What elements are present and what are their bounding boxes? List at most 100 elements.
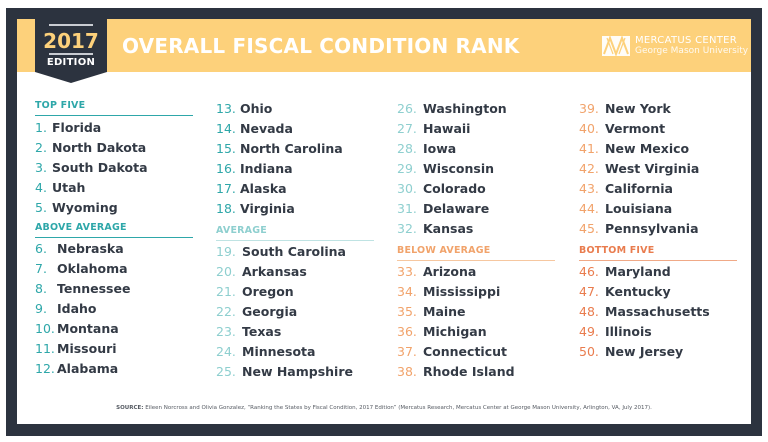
above-average-list: 6. Nebraska 7. Oklahoma 8. Tennessee 9. Idaho 10… — [35, 239, 193, 379]
rank-row: 3. South Dakota — [35, 158, 193, 178]
rank-row: 30. Colorado — [397, 179, 555, 199]
state-name: Wisconsin — [423, 161, 495, 176]
rank-row: 2. North Dakota — [35, 138, 193, 158]
rank-number: 43. — [579, 181, 599, 196]
rank-number: 45. — [579, 221, 599, 236]
rank-row: 13. Ohio — [216, 99, 374, 119]
edition-badge-tip — [35, 72, 107, 83]
state-name: Arizona — [423, 264, 477, 279]
state-name: Utah — [52, 180, 86, 195]
rank-row: 49. Illinois — [579, 322, 737, 342]
state-name: Washington — [423, 101, 507, 116]
rank-row: 1. Florida — [35, 118, 193, 138]
rank-row: 34. Mississippi — [397, 282, 555, 302]
rank-number: 1. — [35, 120, 47, 135]
state-name: Texas — [242, 324, 282, 339]
rank-number: 23. — [216, 324, 236, 339]
rank-number: 48. — [579, 304, 599, 319]
page-title: OVERALL FISCAL CONDITION RANK — [122, 34, 520, 58]
state-name: Vermont — [605, 121, 666, 136]
rank-number: 30. — [397, 181, 417, 196]
rank-number: 18. — [216, 201, 236, 216]
rank-row: 7. Oklahoma — [35, 259, 193, 279]
state-name: Florida — [52, 120, 102, 135]
rank-number: 39. — [579, 101, 599, 116]
rank-row: 42. West Virginia — [579, 159, 737, 179]
rank-row: 4. Utah — [35, 178, 193, 198]
rank-row: 14. Nevada — [216, 119, 374, 139]
rank-row: 47. Kentucky — [579, 282, 737, 302]
rank-row: 43. California — [579, 179, 737, 199]
column-3: 26. Washington 27. Hawaii 28. Iowa 29. Wisconsi… — [397, 100, 555, 382]
state-name: Wyoming — [52, 200, 118, 215]
state-name: California — [605, 181, 673, 196]
rank-row: 5. Wyoming — [35, 198, 193, 218]
rank-number: 29. — [397, 161, 417, 176]
state-name: Maine — [423, 304, 466, 319]
rank-number: 12. — [35, 361, 55, 376]
rank-number: 20. — [216, 264, 236, 279]
rank-number: 47. — [579, 284, 599, 299]
state-name: Iowa — [423, 141, 457, 156]
state-name: Nevada — [240, 121, 293, 136]
rank-row: 25. New Hampshire — [216, 362, 374, 382]
rank-number: 8. — [35, 281, 47, 296]
rank-row: 6. Nebraska — [35, 239, 193, 259]
edition-badge — [35, 8, 107, 72]
section-above-average-heading: ABOVE AVERAGE — [35, 222, 193, 238]
logo-line-2: George Mason University — [635, 46, 749, 56]
rank-number: 4. — [35, 180, 47, 195]
column-2: 13. Ohio 14. Nevada 15. North Carolina 16. Indi… — [216, 100, 374, 382]
rank-row: 26. Washington — [397, 99, 555, 119]
below-average-list: 33. Arizona 34. Mississippi 35. Maine 36. Michi… — [397, 262, 555, 382]
rank-number: 38. — [397, 364, 417, 379]
logo-line-1: MERCATUS CENTER — [635, 35, 738, 46]
state-name: Minnesota — [242, 344, 316, 359]
rank-number: 42. — [579, 161, 599, 176]
state-name: Delaware — [423, 201, 490, 216]
rank-number: 31. — [397, 201, 417, 216]
rank-row: 48. Massachusetts — [579, 302, 737, 322]
section-average-heading: AVERAGE — [216, 225, 374, 241]
state-name: Kentucky — [605, 284, 671, 299]
rank-row: 17. Alaska — [216, 179, 374, 199]
state-name: Rhode Island — [423, 364, 515, 379]
rank-row: 45. Pennsylvania — [579, 219, 737, 239]
below-average-list-continued: 39. New York 40. Vermont 41. New Mexico 42. Wes… — [579, 99, 737, 239]
state-name: Oregon — [242, 284, 294, 299]
rank-row: 40. Vermont — [579, 119, 737, 139]
rank-number: 40. — [579, 121, 599, 136]
state-name: Ohio — [240, 101, 273, 116]
rank-number: 7. — [35, 261, 47, 276]
rank-number: 11. — [35, 341, 55, 356]
rank-number: 25. — [216, 364, 236, 379]
edition-year: 2017 — [43, 29, 99, 53]
rank-number: 16. — [216, 161, 236, 176]
top-five-list: 1. Florida 2. North Dakota 3. South Dakota 4. U… — [35, 118, 193, 218]
rank-number: 19. — [216, 244, 236, 259]
rank-row: 35. Maine — [397, 302, 555, 322]
state-name: Massachusetts — [605, 304, 710, 319]
rank-number: 22. — [216, 304, 236, 319]
state-name: Oklahoma — [57, 261, 128, 276]
state-name: New York — [605, 101, 671, 116]
state-name: Colorado — [423, 181, 486, 196]
state-name: South Carolina — [242, 244, 346, 259]
state-name: Arkansas — [242, 264, 307, 279]
rank-number: 15. — [216, 141, 236, 156]
rank-number: 35. — [397, 304, 417, 319]
state-name: Missouri — [57, 341, 117, 356]
section-below-average-heading: BELOW AVERAGE — [397, 245, 555, 261]
above-average-list-continued: 13. Ohio 14. Nevada 15. North Carolina 16. Indi… — [216, 99, 374, 219]
mercatus-logo: MERCATUS CENTER George Mason University — [602, 35, 748, 57]
rank-row: 24. Minnesota — [216, 342, 374, 362]
state-name: Connecticut — [423, 344, 507, 359]
rank-row: 39. New York — [579, 99, 737, 119]
rank-row: 23. Texas — [216, 322, 374, 342]
content-panel: SOURCE: Eileen Norcross and Olivia Gonza… — [17, 19, 751, 424]
state-name: North Dakota — [52, 140, 147, 155]
rank-number: 34. — [397, 284, 417, 299]
rank-number: 21. — [216, 284, 236, 299]
column-1: TOP FIVE 1. Florida 2. North Dakota 3. South … — [35, 100, 193, 379]
bottom-five-list: 46. Maryland 47. Kentucky 48. Massachusetts 49… — [579, 262, 737, 362]
